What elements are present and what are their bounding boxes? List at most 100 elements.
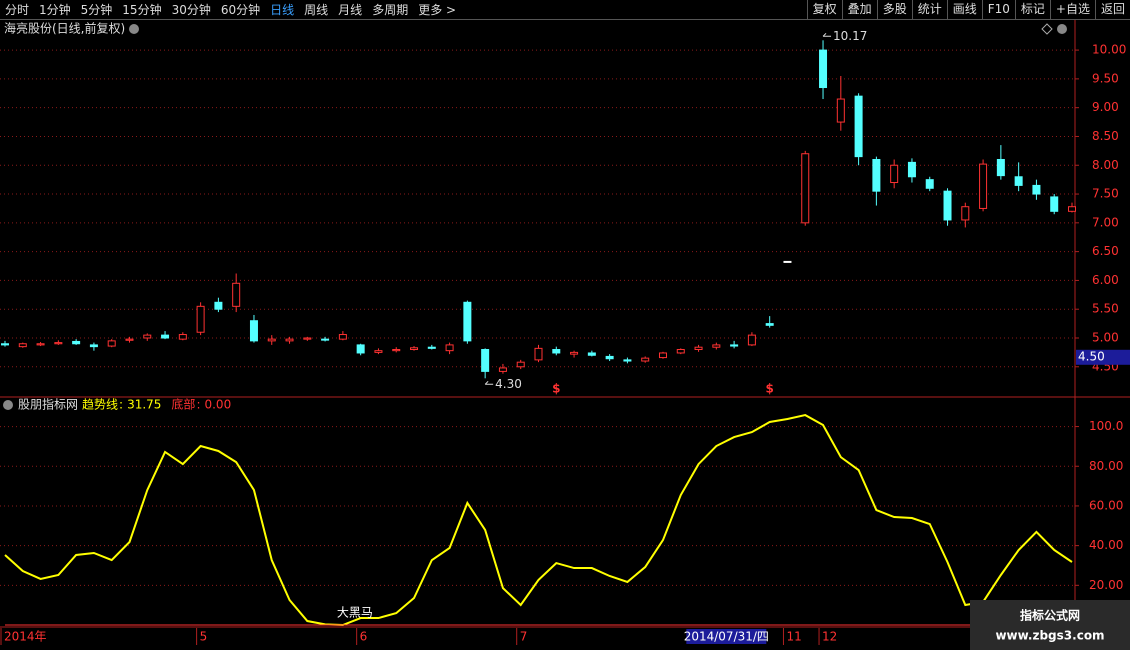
y-tick-label: 80.00 xyxy=(1089,459,1123,473)
chart-title: 海亮股份(日线,前复权) xyxy=(4,21,125,36)
candle-body xyxy=(836,98,845,123)
candle-body xyxy=(747,334,756,346)
candle-body xyxy=(178,334,187,340)
period-tab[interactable]: 5分钟 xyxy=(80,3,113,17)
candle-body xyxy=(961,206,970,221)
candle-body xyxy=(445,344,454,352)
candle-body xyxy=(125,338,134,341)
tool-button[interactable]: 返回 xyxy=(1094,0,1130,19)
tool-button[interactable]: 画线 xyxy=(946,0,982,19)
indicator-title: 股朋指标网 xyxy=(18,397,78,412)
candle-body xyxy=(321,338,330,341)
period-tab[interactable]: 60分钟 xyxy=(220,3,261,17)
cursor-date-box xyxy=(686,629,767,644)
y-tick-label: 5.00 xyxy=(1092,330,1119,344)
candle-body xyxy=(854,95,863,158)
period-tab[interactable]: 月线 xyxy=(338,3,363,17)
legend-value: 0.00 xyxy=(204,398,231,412)
indicator-annotation: 大黑马 xyxy=(337,606,373,620)
x-tick-label: 6 xyxy=(360,630,368,644)
tool-button[interactable]: 多股 xyxy=(876,0,912,19)
x-tick-label: 5 xyxy=(200,630,208,644)
candle-body xyxy=(303,337,312,340)
candle-body xyxy=(623,359,632,362)
candle-body xyxy=(765,323,774,326)
candle-body xyxy=(481,349,490,372)
candle-body xyxy=(890,164,899,184)
tool-button[interactable]: 复权 xyxy=(806,0,842,19)
candle-body xyxy=(161,334,170,339)
candle-body xyxy=(534,347,543,361)
candle-body xyxy=(392,349,401,352)
y-tick-label: 8.50 xyxy=(1092,129,1119,143)
period-tab[interactable]: 日线 xyxy=(270,3,295,17)
y-tick-label: 6.50 xyxy=(1092,244,1119,258)
x-axis-bar xyxy=(0,628,1075,646)
tool-button[interactable]: F10 xyxy=(981,0,1015,19)
period-tab[interactable]: 1分钟 xyxy=(39,3,71,17)
x-tick-label: 11 xyxy=(786,630,801,644)
y-tick-label: 9.50 xyxy=(1092,71,1119,85)
annotation-arrow xyxy=(822,32,832,37)
signal-mark: $ xyxy=(552,382,560,396)
candle-body xyxy=(641,357,650,362)
y-tick-label: 40.00 xyxy=(1089,538,1123,552)
candle-body xyxy=(1050,196,1059,212)
legend-name: 趋势线 xyxy=(82,398,118,412)
candle-body xyxy=(214,301,223,310)
candle-body xyxy=(338,334,347,340)
price-annotation: 4.30 xyxy=(495,377,522,391)
period-tabs: 分时 1分钟 5分钟 15分钟 30分钟 60分钟 日线 周线 月线 多周期 更多 > xyxy=(0,0,461,19)
candle-body xyxy=(819,49,828,89)
legend-separator: : xyxy=(119,398,123,412)
tool-button[interactable]: 统计 xyxy=(911,0,947,19)
tool-button[interactable]: 叠加 xyxy=(841,0,877,19)
tool-button[interactable]: 标记 xyxy=(1014,0,1050,19)
x-tick-label: 2014年 xyxy=(4,630,47,644)
cursor-date: 2014/07/31/四 xyxy=(684,630,769,644)
tool-button[interactable]: +自选 xyxy=(1049,0,1095,19)
candle-body xyxy=(249,320,258,342)
candle-body xyxy=(605,355,614,360)
legend-value: 31.75 xyxy=(127,398,161,412)
period-tab[interactable]: 更多 > xyxy=(418,3,457,17)
candle-body xyxy=(232,282,241,307)
candle-body xyxy=(907,161,916,178)
period-tab[interactable]: 分时 xyxy=(5,3,30,17)
candle-body xyxy=(72,340,81,345)
candle-body xyxy=(18,343,27,348)
y-tick-label: 6.00 xyxy=(1092,273,1119,287)
candle-body xyxy=(36,343,45,346)
period-tab[interactable]: 30分钟 xyxy=(171,3,211,17)
candle-body xyxy=(925,179,934,189)
watermark-box xyxy=(970,600,1130,650)
menu-icon xyxy=(1057,24,1067,34)
diamond-icon xyxy=(1041,23,1053,35)
candle-body xyxy=(267,338,276,342)
toolbar: 分时 1分钟 5分钟 15分钟 30分钟 60分钟 日线 周线 月线 多周期 更多 > 复权 叠加 多股统… xyxy=(0,0,1130,20)
y-tick-label: 9.00 xyxy=(1092,100,1119,114)
menu-icon xyxy=(3,400,13,410)
y-tick-label: 100.0 xyxy=(1089,419,1123,433)
candle-body xyxy=(872,158,881,192)
period-tab[interactable]: 周线 xyxy=(304,3,329,17)
candle-body xyxy=(996,158,1005,177)
candle-body xyxy=(676,349,685,354)
candle-body xyxy=(143,334,152,339)
tool-buttons: 复权 叠加 多股 统计 画线 F10 标记 +自选 返回 xyxy=(806,0,1130,19)
candle-body xyxy=(943,190,952,221)
indicator-line xyxy=(4,414,1073,627)
candle-body xyxy=(783,260,792,263)
candle-body xyxy=(356,344,365,354)
period-tab[interactable]: 多周期 xyxy=(372,3,409,17)
period-tab[interactable]: 15分钟 xyxy=(122,3,162,17)
y-tick-label: 20.00 xyxy=(1089,578,1123,592)
y-tick-label: 7.00 xyxy=(1092,215,1119,229)
y-tick-label: 7.50 xyxy=(1092,187,1119,201)
candle-body xyxy=(552,349,561,354)
signal-mark: $ xyxy=(766,382,774,396)
candle-body xyxy=(587,352,596,356)
candle-body xyxy=(979,163,988,209)
candle-body xyxy=(89,344,98,348)
